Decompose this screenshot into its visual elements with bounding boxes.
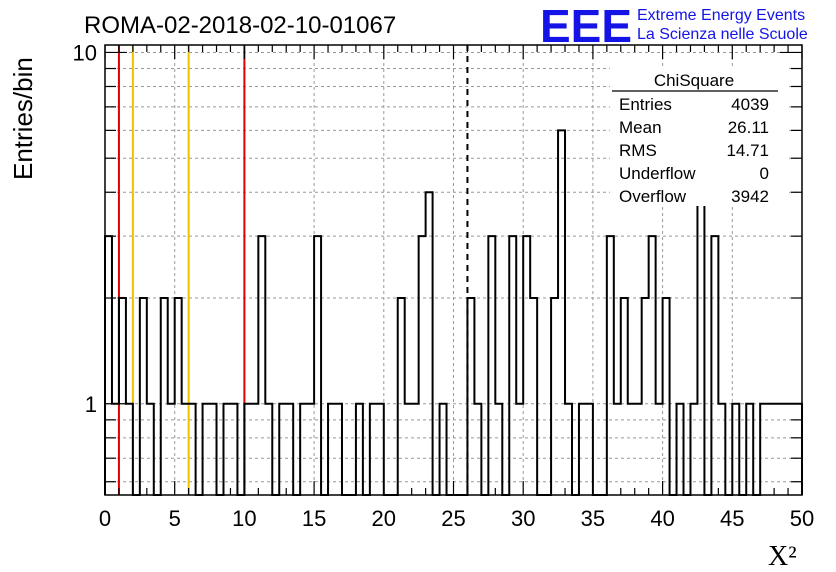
x-tick-label: 15 bbox=[302, 506, 326, 531]
stats-row-label: Underflow bbox=[619, 164, 696, 183]
x-tick-label: 50 bbox=[790, 506, 814, 531]
histogram-bin bbox=[509, 236, 516, 495]
histogram-bin bbox=[663, 298, 670, 495]
histogram-bin bbox=[649, 236, 656, 495]
stats-row-label: Overflow bbox=[619, 187, 687, 206]
grid-lines bbox=[105, 45, 802, 495]
histogram-bin bbox=[258, 236, 265, 495]
x-tick-label: 10 bbox=[232, 506, 256, 531]
histogram-bin bbox=[105, 236, 112, 495]
histogram-bin bbox=[642, 298, 649, 495]
stats-row-value: 26.11 bbox=[728, 118, 769, 137]
histogram-bin bbox=[621, 298, 628, 495]
histogram-bin bbox=[467, 298, 474, 495]
stats-row-value: 14.71 bbox=[726, 141, 769, 160]
histogram-bin bbox=[119, 298, 126, 495]
x-tick-label: 35 bbox=[581, 506, 605, 531]
eee-logo-line2: La Scienza nelle Scuole bbox=[637, 26, 808, 43]
x-tick-label: 45 bbox=[720, 506, 744, 531]
eee-logo-mark: EEE bbox=[540, 0, 632, 52]
histogram-bin bbox=[607, 236, 614, 495]
y-tick-label: 10 bbox=[73, 40, 97, 65]
x-tick-label: 20 bbox=[372, 506, 396, 531]
stats-row-value: 0 bbox=[760, 164, 769, 183]
y-axis-label: Entries/bin bbox=[8, 57, 38, 180]
histogram-bin bbox=[419, 236, 426, 495]
histogram-bin bbox=[161, 298, 168, 495]
histogram-bin bbox=[711, 236, 718, 495]
x-tick-label: 40 bbox=[650, 506, 674, 531]
histogram-bin bbox=[697, 158, 704, 495]
x-tick-label: 30 bbox=[511, 506, 535, 531]
stats-box-title: ChiSquare bbox=[654, 71, 734, 90]
x-axis-label: X² bbox=[768, 541, 797, 572]
y-tick-label: 1 bbox=[85, 392, 97, 417]
stats-row-value: 4039 bbox=[731, 95, 769, 114]
x-tick-label: 25 bbox=[441, 506, 465, 531]
histogram-bin bbox=[558, 130, 565, 495]
eee-logo-line1: Extreme Energy Events bbox=[637, 7, 805, 24]
stats-row-label: Mean bbox=[619, 118, 662, 137]
plot-frame bbox=[104, 44, 803, 496]
stats-row-value: 3942 bbox=[731, 187, 769, 206]
histogram-bin bbox=[426, 192, 433, 495]
stats-box: ChiSquare Entries 4039 Mean 26.11 RMS 14.71 Un… bbox=[610, 66, 786, 206]
x-tick-label: 0 bbox=[99, 506, 111, 531]
stats-row-label: RMS bbox=[619, 141, 657, 160]
histogram-bin bbox=[551, 298, 558, 495]
stats-box-frame bbox=[610, 66, 786, 206]
histogram-bin bbox=[530, 298, 537, 495]
x-tick-label: 5 bbox=[169, 506, 181, 531]
histogram-bin bbox=[523, 236, 530, 495]
stats-row-label: Entries bbox=[619, 95, 672, 114]
histogram-bin bbox=[175, 298, 182, 495]
chart-title: ROMA-02-2018-02-10-01067 bbox=[84, 12, 396, 39]
histogram-bin bbox=[314, 236, 321, 495]
histogram-bin bbox=[488, 236, 495, 495]
histogram-bin bbox=[140, 298, 147, 495]
histogram-bin bbox=[398, 298, 405, 495]
eee-logo: EEE Extreme Energy Events La Scienza nel… bbox=[540, 0, 808, 52]
axes: 0 5 10 15 20 25 30 35 40 45 50 1 10 bbox=[73, 40, 815, 531]
